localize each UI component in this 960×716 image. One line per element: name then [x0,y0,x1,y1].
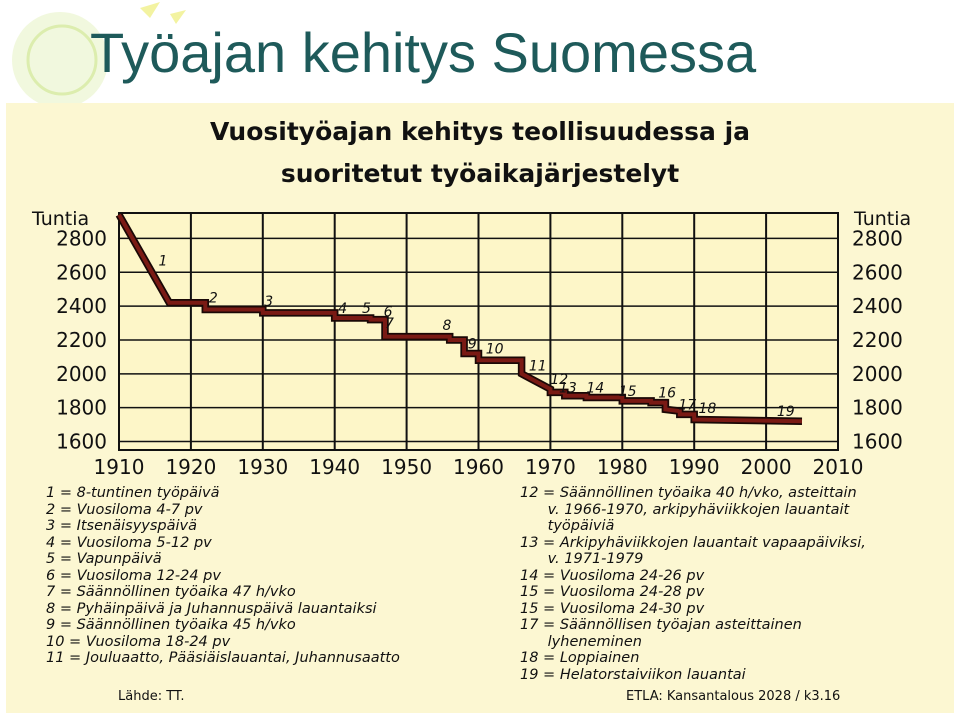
legend-left: 1 = 8-tuntinen työpäivä 2 = Vuosiloma 4-7… [46,485,400,667]
annotation-label: 12 [550,372,568,388]
y-tick-label-right: 2200 [852,328,903,352]
source-right: ETLA: Kansantalous 2028 / k3.16 [626,689,841,704]
x-tick-label: 1970 [525,455,576,479]
y-tick-label-left: 1800 [56,396,107,420]
y-tick-label-left: 2400 [56,294,107,318]
x-tick-label: 1910 [94,455,145,479]
legend-entry: 15 = Vuosiloma 24-28 pv [520,584,705,600]
legend-entry: 9 = Säännöllinen työaika 45 h/vko [46,617,296,633]
y-tick-label-left: 2800 [56,226,107,250]
annotation-label: 8 [443,318,452,334]
x-tick-label: 1930 [237,455,288,479]
annotation-label: 7 [385,316,394,332]
chart-area: 1600 1600 1800 1800 2000 2000 2200 2200 2400 2400… [31,208,911,479]
legend-entry: 11 = Jouluaatto, Pääsiäislauantai, Juhan… [46,650,400,666]
legend-entry: 5 = Vapunpäivä [46,551,162,567]
legend-entry: 12 = Säännöllinen työaika 40 h/vko, aste… [520,485,857,501]
annotation-label: 6 [384,304,393,320]
legend-entry: 8 = Pyhäinpäivä ja Juhannuspäivä lauanta… [46,600,377,617]
legend-entry: v. 1971-1979 [520,551,644,567]
series-line [117,213,803,424]
y-tick-label-left: 1600 [56,430,107,454]
x-tick-label: 2000 [741,455,792,479]
x-tick-label: 1960 [453,455,504,479]
x-tick-label: 1920 [165,455,216,479]
annotation-label: 9 [468,336,477,352]
legend-entry: 1 = 8-tuntinen työpäivä [46,485,220,501]
source-left: Lähde: TT. [118,689,185,704]
annotation-label: 1 [159,253,168,269]
chart-title-line-1: Vuosityöajan kehitys teollisuudessa ja [209,117,751,146]
annotation-label: 3 [264,294,273,310]
line-layer [115,212,803,425]
x-tick-label: 1990 [669,455,720,479]
legend-entry: lyheneminen [520,633,642,650]
decorative-swoosh [12,2,186,108]
legend-entry: 17 = Säännöllisen työajan asteittainen [520,617,802,633]
annotation-label: 14 [586,380,604,396]
annotation-label: 5 [362,301,371,317]
legend-entry: työpäiviä [520,518,615,534]
legend-entry: 6 = Vuosiloma 12-24 pv [46,567,221,584]
annotation-label: 11 [529,358,547,374]
y-tick-label-right: 1800 [852,396,903,420]
legend-entry: v. 1966-1970, arkipyhäviikkojen lauantai… [520,501,850,518]
y-tick-label-right: 1600 [852,430,903,454]
y-tick-label-right: 2800 [852,226,903,250]
legend-entry: 18 = Loppiainen [520,650,640,666]
y-axis-label-left: Tuntia [31,208,89,230]
y-tick-label-right: 2600 [852,260,903,284]
legend-entry: 13 = Arkipyhäviikkojen lauantait vapaapä… [520,534,866,551]
y-tick-label-left: 2000 [56,362,107,386]
legend-entry: 15 = Vuosiloma 24-30 pv [520,600,705,617]
chart-title-line-2: suoritetut työaikajärjestelyt [280,159,680,188]
annotation-label: 13 [559,380,577,396]
annotation-label: 15 [619,384,637,400]
legend-entry: 4 = Vuosiloma 5-12 pv [46,534,212,551]
annotation-label: 4 [338,301,347,317]
legend-entry: 7 = Säännöllinen työaika 47 h/vko [46,584,296,600]
label-layer: 1600 1600 1800 1800 2000 2000 2200 2200 2400 2400… [31,208,911,479]
legend-entry: 10 = Vuosiloma 18-24 pv [46,633,231,650]
y-tick-label-left: 2200 [56,328,107,352]
grid-layer [118,212,839,451]
legend-entry: 19 = Helatorstaiviikon lauantai [520,666,746,683]
annotation-label: 10 [486,342,504,358]
legend-entry: 3 = Itsenäisyyspäivä [46,518,197,534]
legend-entry: 2 = Vuosiloma 4-7 pv [46,501,203,518]
annotation-label: 17 [678,397,696,413]
y-tick-label-right: 2000 [852,362,903,386]
annotation-label: 18 [699,401,717,417]
x-tick-label: 1940 [309,455,360,479]
x-tick-label: 2010 [813,455,864,479]
legend-right: 12 = Säännöllinen työaika 40 h/vko, aste… [520,485,866,683]
y-tick-label-right: 2400 [852,294,903,318]
annotation-label: 19 [777,404,795,420]
y-axis-label-right: Tuntia [853,208,911,230]
annotation-label: 2 [209,291,218,307]
slide-title: Työajan kehitys Suomessa [90,21,757,84]
x-tick-label: 1950 [381,455,432,479]
y-tick-label-left: 2600 [56,260,107,284]
x-tick-label: 1980 [597,455,648,479]
legend-entry: 14 = Vuosiloma 24-26 pv [520,567,705,584]
annotation-label: 16 [658,386,676,402]
chart-figure: Vuosityöajan kehitys teollisuudessa ja s… [6,103,954,713]
